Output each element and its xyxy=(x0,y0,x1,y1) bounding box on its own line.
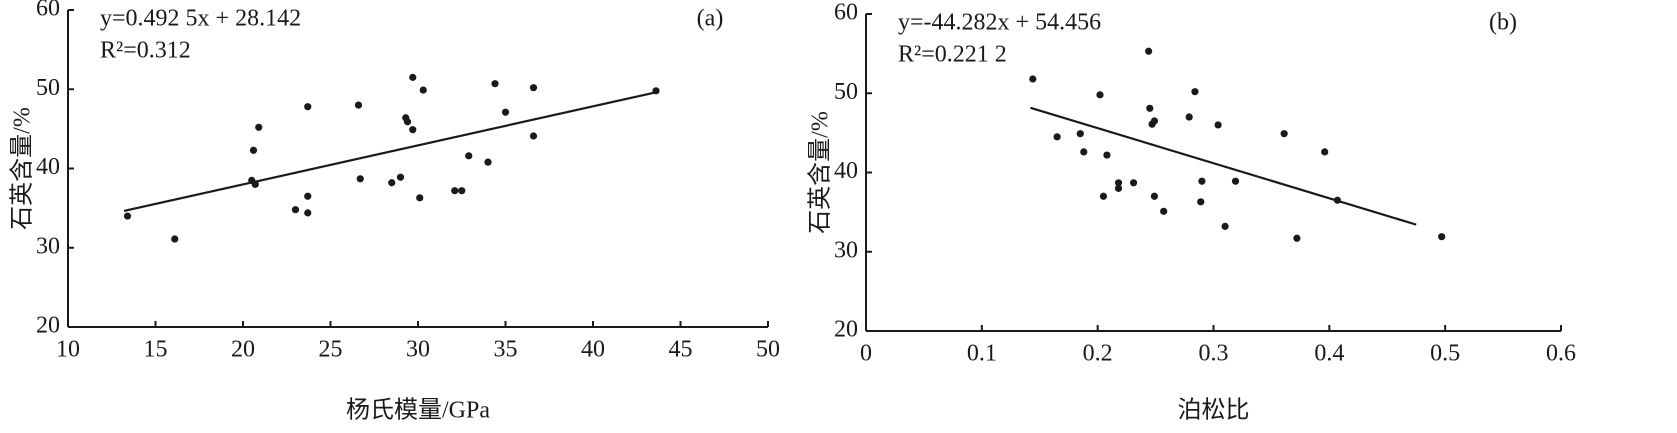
x-tick-label: 0.6 xyxy=(1546,341,1576,367)
point xyxy=(1280,130,1288,138)
point xyxy=(304,103,312,111)
y-tick-label: 40 xyxy=(834,158,858,184)
point xyxy=(1096,91,1104,99)
point xyxy=(356,175,364,183)
point xyxy=(465,152,473,160)
point xyxy=(501,108,510,116)
point xyxy=(409,126,417,134)
point xyxy=(1029,75,1037,83)
point xyxy=(1150,117,1159,125)
x-tick-label: 0.2 xyxy=(1083,341,1113,367)
point xyxy=(1197,198,1205,206)
r-squared: R²=0.312 xyxy=(100,38,191,64)
point xyxy=(304,192,312,200)
x-tick-label: 20 xyxy=(231,337,255,363)
point xyxy=(251,180,259,188)
y-tick-label: 20 xyxy=(834,317,858,343)
point xyxy=(1146,104,1154,112)
point xyxy=(1053,133,1061,141)
point xyxy=(1150,192,1159,200)
equation: y=0.492 5x + 28.142 xyxy=(100,6,301,32)
y-tick-label: 40 xyxy=(36,154,60,180)
x-tick-label: 0 xyxy=(860,341,872,367)
x-tick-label: 30 xyxy=(406,337,430,363)
point xyxy=(1114,179,1123,187)
equation: y=-44.282x + 54.456 xyxy=(898,10,1101,36)
y-tick-label: 50 xyxy=(834,79,858,105)
point xyxy=(1293,234,1301,242)
fit-line xyxy=(1030,106,1417,226)
r-squared: R²=0.221 2 xyxy=(898,42,1007,68)
point xyxy=(255,123,263,131)
x-tick-label: 35 xyxy=(494,337,518,363)
point xyxy=(354,101,363,109)
point xyxy=(491,80,499,88)
x-tick-label: 45 xyxy=(669,337,693,363)
y-tick-label: 30 xyxy=(834,237,858,263)
point xyxy=(1333,196,1342,204)
point xyxy=(1231,177,1240,185)
panel-label: (a) xyxy=(697,6,724,32)
point xyxy=(1129,179,1138,187)
point xyxy=(171,235,179,243)
x-tick-label: 0.3 xyxy=(1199,341,1229,367)
point xyxy=(419,86,427,94)
y-axis-label: 石英含量/% xyxy=(807,111,834,234)
point xyxy=(1191,88,1199,96)
point xyxy=(1221,222,1229,230)
point xyxy=(1321,148,1329,156)
point xyxy=(1076,130,1084,138)
point xyxy=(1438,233,1446,241)
y-tick-label: 60 xyxy=(834,0,858,26)
x-tick-label: 0.1 xyxy=(967,341,997,367)
point xyxy=(1198,177,1206,185)
point xyxy=(304,209,312,217)
point xyxy=(1099,192,1108,200)
point xyxy=(652,87,660,95)
point xyxy=(396,173,405,181)
fit-line xyxy=(123,91,657,213)
point xyxy=(1160,207,1168,215)
point xyxy=(388,179,396,187)
point xyxy=(529,132,538,140)
point xyxy=(458,187,466,195)
x-axis-label: 泊松比 xyxy=(1178,397,1250,424)
x-tick-label: 15 xyxy=(144,337,168,363)
point xyxy=(1185,113,1193,121)
point xyxy=(409,73,417,81)
x-axis-label: 杨氏模量/GPa xyxy=(346,397,490,424)
panel-label: (b) xyxy=(1489,10,1517,36)
y-tick-label: 30 xyxy=(36,233,60,259)
x-tick-label: 0.4 xyxy=(1314,341,1344,367)
point xyxy=(123,212,132,220)
point xyxy=(403,118,412,126)
point xyxy=(1214,121,1222,129)
point xyxy=(1103,151,1111,159)
point xyxy=(249,146,258,154)
y-axis-label: 石英含量/% xyxy=(9,107,36,230)
x-tick-label: 50 xyxy=(756,337,780,363)
point xyxy=(416,194,424,202)
point xyxy=(1114,184,1123,192)
y-tick-label: 20 xyxy=(36,313,60,339)
point xyxy=(484,158,492,166)
point xyxy=(1145,47,1153,55)
x-tick-label: 0.5 xyxy=(1430,341,1460,367)
point xyxy=(529,84,538,92)
point xyxy=(291,206,300,214)
y-tick-label: 60 xyxy=(36,0,60,22)
y-tick-label: 50 xyxy=(36,75,60,101)
x-tick-label: 25 xyxy=(319,337,343,363)
point xyxy=(451,187,459,195)
x-tick-label: 10 xyxy=(56,337,80,363)
x-tick-label: 40 xyxy=(581,337,605,363)
point xyxy=(1080,148,1088,156)
